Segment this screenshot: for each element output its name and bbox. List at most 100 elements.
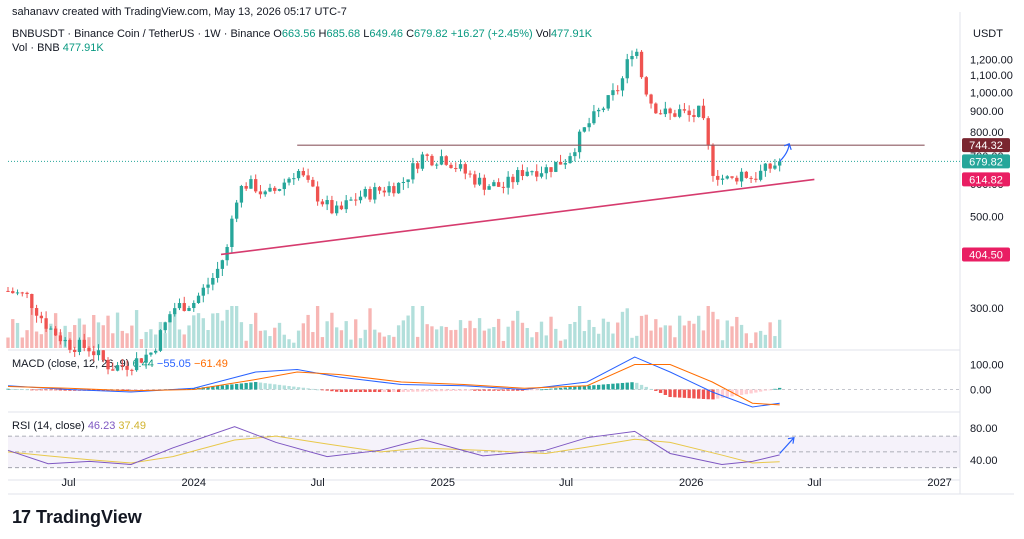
- macd-histogram-bar: [392, 389, 396, 392]
- candle-body: [363, 189, 367, 197]
- volume-bar: [311, 332, 315, 348]
- candle-body: [673, 113, 677, 117]
- candle-body: [115, 365, 120, 371]
- candle-body: [263, 191, 267, 195]
- volume-bar: [439, 326, 444, 348]
- volume-bar: [249, 324, 253, 348]
- candle-body: [130, 369, 134, 371]
- volume-series-label[interactable]: Vol · BNB: [12, 42, 60, 54]
- macd-histogram-bar: [420, 389, 425, 392]
- candle-body: [554, 161, 558, 172]
- candle-body: [292, 178, 296, 180]
- candle-body: [406, 179, 410, 183]
- price-tick-label: 1,200.00: [970, 55, 1013, 67]
- volume-bar: [320, 337, 325, 348]
- volume-bar: [697, 315, 701, 348]
- macd-indicator-label[interactable]: MACD (close, 12, 26, 9): [12, 358, 130, 370]
- candle-body: [439, 156, 444, 165]
- volume-bar: [220, 320, 225, 348]
- volume-bar: [239, 322, 244, 348]
- candle-body: [73, 349, 77, 352]
- volume-bar: [525, 328, 529, 348]
- candle-body: [768, 163, 772, 169]
- volume-bar: [277, 322, 282, 348]
- volume-bar: [392, 336, 396, 348]
- candle-body: [101, 350, 105, 360]
- candle-body: [196, 295, 201, 304]
- volume-bar: [501, 340, 506, 348]
- chart-creator-caption: sahanavv created with TradingView.com, M…: [12, 6, 347, 18]
- price-tick-label: 300.00: [970, 303, 1004, 315]
- macd-histogram-bar: [401, 389, 406, 392]
- high-value: 685.68: [326, 28, 361, 40]
- volume-bar: [758, 330, 763, 348]
- candle-body: [282, 182, 286, 190]
- candle-body: [773, 165, 777, 169]
- macd-histogram-bar: [492, 389, 496, 391]
- candle-body: [258, 191, 263, 195]
- volume-bar: [768, 322, 772, 348]
- macd-histogram-bar: [611, 383, 615, 390]
- candle-body: [153, 350, 158, 353]
- volume-bar: [644, 314, 648, 348]
- volume-bar: [668, 325, 672, 348]
- price-tag: [962, 154, 1010, 169]
- candle-body: [463, 164, 467, 174]
- candle-body: [301, 170, 305, 176]
- price-chart[interactable]: 100.00 0.00 80.00 40.00 1,200.00 1,100.00 1,…: [0, 0, 1024, 500]
- volume-bar: [744, 333, 748, 348]
- volume-bar: [282, 334, 286, 348]
- volume-bar: [92, 315, 96, 348]
- macd-line-value: −55.05: [156, 358, 191, 370]
- open-value: 663.56: [281, 28, 316, 40]
- volume-bar: [25, 330, 29, 348]
- volume-bar: [149, 329, 153, 348]
- candle-body: [339, 205, 344, 210]
- volume-bar: [115, 312, 120, 348]
- volume-bar: [44, 327, 48, 348]
- macd-histogram-bar: [649, 388, 653, 390]
- macd-histogram-bar: [254, 382, 258, 390]
- candle-body: [682, 109, 687, 111]
- candle-body: [577, 131, 582, 153]
- macd-histogram-bar: [596, 384, 601, 390]
- volume-bar: [563, 339, 567, 348]
- macd-tick-label: 100.00: [970, 360, 1004, 372]
- volume-bar: [754, 332, 758, 348]
- price-tick-label: 500.00: [970, 211, 1004, 223]
- candle-body: [668, 108, 672, 114]
- volume-bar: [706, 306, 710, 348]
- candle-body: [749, 177, 753, 179]
- macd-histogram-bar: [6, 388, 10, 390]
- macd-histogram-bar: [739, 389, 744, 395]
- macd-histogram-bar: [644, 386, 648, 390]
- candle-body: [92, 351, 96, 356]
- candle-body: [758, 170, 763, 180]
- macd-histogram-bar: [287, 386, 291, 390]
- volume-bar: [368, 308, 372, 348]
- tradingview-logo[interactable]: 17 TradingView: [12, 507, 142, 528]
- macd-histogram-bar: [439, 389, 444, 392]
- macd-histogram-bar: [373, 389, 377, 392]
- macd-histogram-bar: [130, 389, 134, 391]
- volume-bar: [111, 333, 115, 348]
- macd-histogram-bar: [273, 384, 277, 390]
- volume-bar: [306, 314, 310, 348]
- candle-body: [401, 182, 406, 184]
- macd-histogram-bar: [625, 382, 629, 390]
- time-tick-label: 2027: [927, 477, 951, 489]
- macd-histogram-bar: [744, 389, 748, 395]
- candle-body: [344, 200, 348, 210]
- volume-bar: [463, 328, 467, 348]
- macd-histogram-bar: [68, 389, 72, 391]
- candle-body: [639, 51, 644, 78]
- candle-body: [306, 175, 310, 180]
- macd-histogram-bar: [773, 388, 777, 390]
- volume-bar: [573, 321, 577, 348]
- volume-bar: [63, 325, 67, 348]
- macd-histogram-bar: [577, 386, 582, 390]
- macd-histogram-bar: [473, 389, 477, 391]
- volume-bar: [735, 316, 739, 348]
- rsi-indicator-label[interactable]: RSI (14, close): [12, 420, 85, 432]
- symbol-name[interactable]: BNBUSDT · Binance Coin / TetherUS · 1W ·…: [12, 28, 271, 40]
